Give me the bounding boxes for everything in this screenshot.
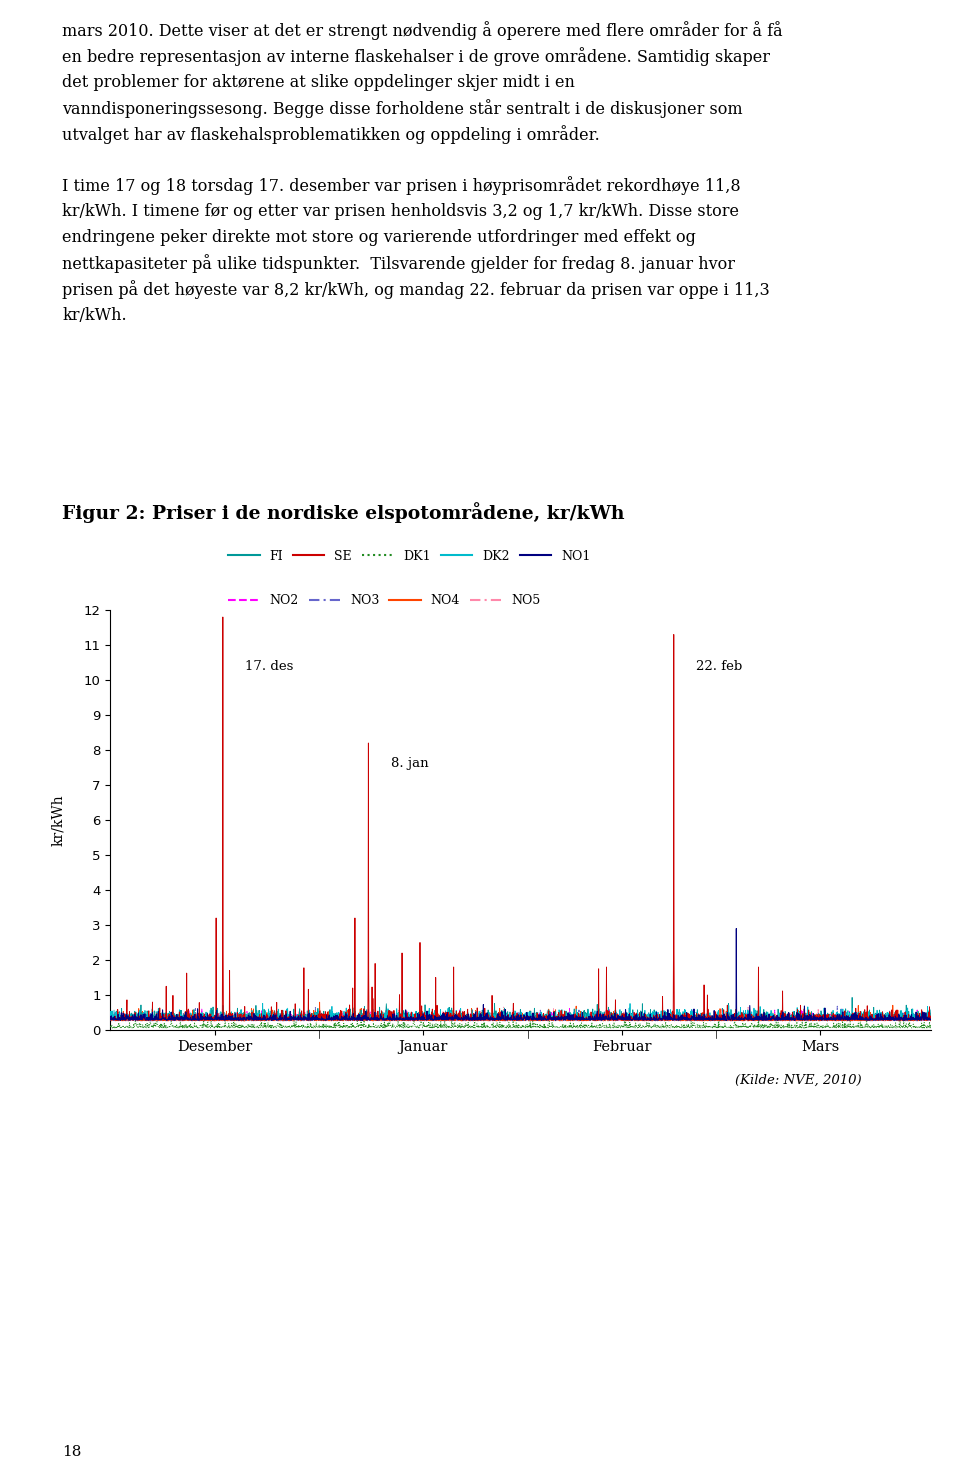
Text: en bedre representasjon av interne flaskehalser i de grove områdene. Samtidig sk: en bedre representasjon av interne flask… xyxy=(62,47,770,67)
Text: nettkapasiteter på ulike tidspunkter.  Tilsvarende gjelder for fredag 8. januar : nettkapasiteter på ulike tidspunkter. Ti… xyxy=(62,254,735,273)
Text: vanndisponeringssesong. Begge disse forholdene står sentralt i de diskusjoner so: vanndisponeringssesong. Begge disse forh… xyxy=(62,99,743,117)
Text: kr/kWh. I timene før og etter var prisen henholdsvis 3,2 og 1,7 kr/kWh. Disse st: kr/kWh. I timene før og etter var prisen… xyxy=(62,203,739,221)
Text: endringene peker direkte mot store og varierende utfordringer med effekt og: endringene peker direkte mot store og va… xyxy=(62,228,696,246)
Text: prisen på det høyeste var 8,2 kr/kWh, og mandag 22. februar da prisen var oppe i: prisen på det høyeste var 8,2 kr/kWh, og… xyxy=(62,280,770,298)
Text: kr/kWh.: kr/kWh. xyxy=(62,307,127,323)
Text: I time 17 og 18 torsdag 17. desember var prisen i høyprisområdet rekordhøye 11,8: I time 17 og 18 torsdag 17. desember var… xyxy=(62,176,741,196)
Text: 22. feb: 22. feb xyxy=(696,660,742,672)
Text: (Kilde: NVE, 2010): (Kilde: NVE, 2010) xyxy=(735,1074,862,1087)
Text: det problemer for aktørene at slike oppdelinger skjer midt i en: det problemer for aktørene at slike oppd… xyxy=(62,74,575,90)
Legend: NO2, NO3, NO4, NO5: NO2, NO3, NO4, NO5 xyxy=(224,589,545,612)
Text: 8. jan: 8. jan xyxy=(391,758,428,771)
Text: Figur 2: Priser i de nordiske elspotområdene, kr/kWh: Figur 2: Priser i de nordiske elspotområ… xyxy=(62,503,625,523)
Text: utvalget har av flaskehalsproblematikken og oppdeling i områder.: utvalget har av flaskehalsproblematikken… xyxy=(62,125,600,144)
Y-axis label: kr/kWh: kr/kWh xyxy=(51,795,65,845)
Text: 17. des: 17. des xyxy=(246,660,294,672)
Text: mars 2010. Dette viser at det er strengt nødvendig å operere med flere områder f: mars 2010. Dette viser at det er strengt… xyxy=(62,21,783,40)
Text: 18: 18 xyxy=(62,1446,82,1459)
